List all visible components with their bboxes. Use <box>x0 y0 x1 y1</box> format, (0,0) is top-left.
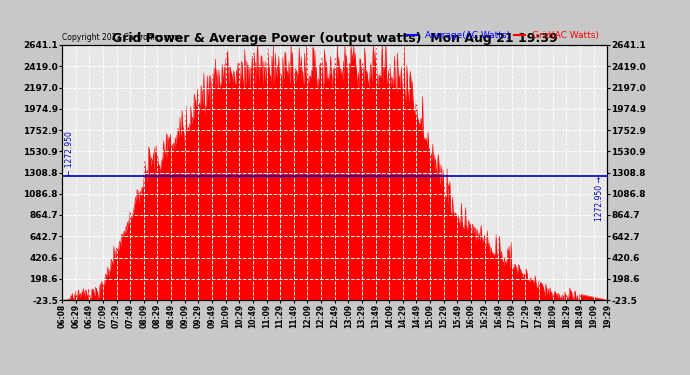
Text: Copyright 2023 Cartronics.com: Copyright 2023 Cartronics.com <box>62 33 181 42</box>
Title: Grid Power & Average Power (output watts)  Mon Aug 21 19:39: Grid Power & Average Power (output watts… <box>112 32 558 45</box>
Legend: Average(AC Watts), Grid(AC Watts): Average(AC Watts), Grid(AC Watts) <box>403 28 602 44</box>
Text: ← 1272.950: ← 1272.950 <box>65 131 74 176</box>
Text: 1272.950 →: 1272.950 → <box>595 176 604 221</box>
